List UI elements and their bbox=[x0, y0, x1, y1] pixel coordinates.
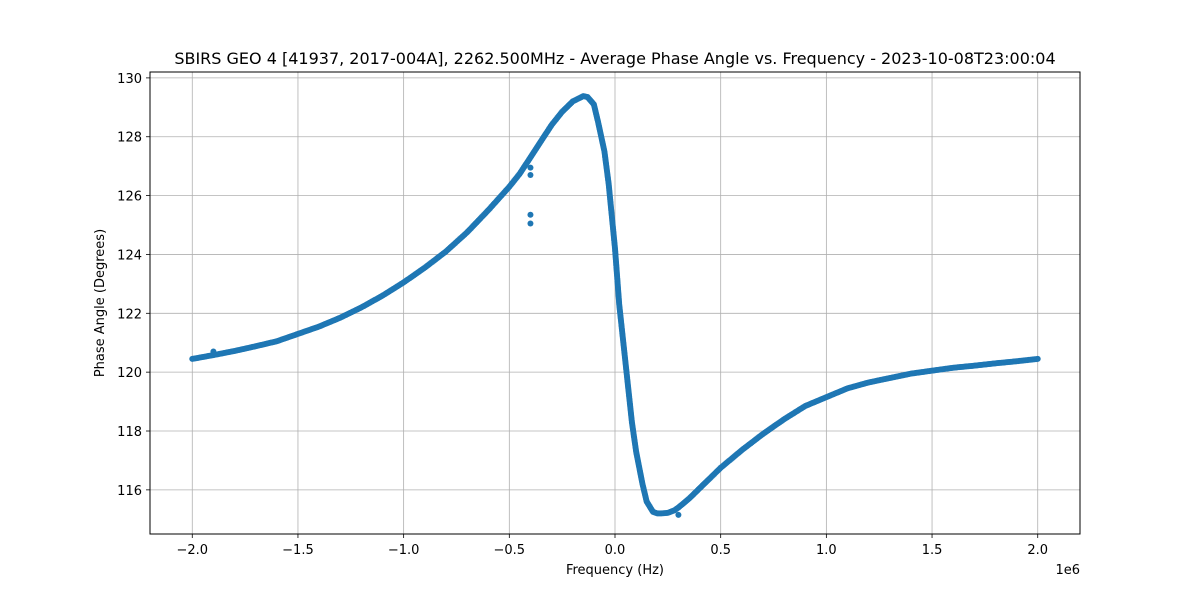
x-tick-label: −2.0 bbox=[176, 543, 208, 558]
x-tick-label: 2.0 bbox=[1027, 543, 1048, 558]
x-axis-offset-label: 1e6 bbox=[1055, 563, 1080, 578]
y-tick-label: 120 bbox=[117, 366, 142, 381]
x-axis-label: Frequency (Hz) bbox=[566, 563, 664, 578]
y-tick-label: 126 bbox=[117, 190, 142, 205]
x-tick-label: −1.5 bbox=[282, 543, 314, 558]
y-tick-label: 128 bbox=[117, 131, 142, 146]
y-tick-label: 130 bbox=[117, 72, 142, 87]
data-point bbox=[1034, 355, 1041, 362]
x-tick-label: −1.0 bbox=[388, 543, 420, 558]
x-tick-label: 1.5 bbox=[922, 543, 943, 558]
x-tick-label: 0.0 bbox=[605, 543, 626, 558]
x-tick-label: −0.5 bbox=[494, 543, 526, 558]
x-tick-label: 0.5 bbox=[710, 543, 731, 558]
y-axis-ticks: 116 118 120 122 124 126 128 130 bbox=[117, 72, 150, 499]
outlier-point bbox=[527, 211, 534, 218]
outlier-point bbox=[527, 164, 534, 171]
y-tick-label: 122 bbox=[117, 307, 142, 322]
grid bbox=[150, 72, 1080, 534]
x-axis-ticks: −2.0 −1.5 −1.0 −0.5 0.0 0.5 1.0 1.5 2.0 bbox=[176, 534, 1048, 558]
y-tick-label: 116 bbox=[117, 484, 142, 499]
outlier-point bbox=[527, 220, 534, 227]
x-tick-label: 1.0 bbox=[816, 543, 837, 558]
y-tick-label: 118 bbox=[117, 425, 142, 440]
y-axis-label: Phase Angle (Degrees) bbox=[93, 229, 108, 377]
y-tick-label: 124 bbox=[117, 248, 142, 263]
chart-title: SBIRS GEO 4 [41937, 2017-004A], 2262.500… bbox=[174, 49, 1055, 68]
outlier-point bbox=[527, 171, 534, 178]
outlier-point bbox=[210, 348, 217, 355]
outlier-point bbox=[675, 511, 682, 518]
data-points bbox=[189, 93, 1041, 518]
